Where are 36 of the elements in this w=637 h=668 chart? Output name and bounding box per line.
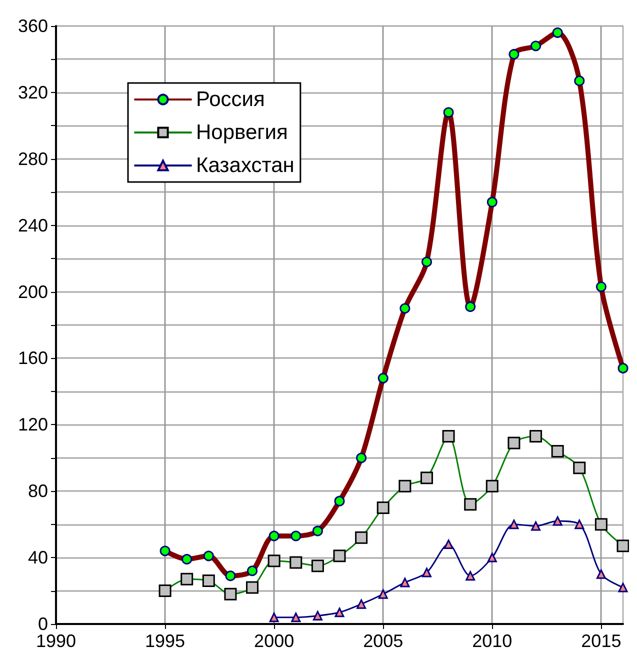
y-tick-label: 320 xyxy=(18,82,48,102)
y-tick-label: 40 xyxy=(28,548,48,568)
y-tick-label: 160 xyxy=(18,348,48,368)
y-tick-label: 360 xyxy=(18,16,48,36)
y-tick-label: 200 xyxy=(18,282,48,302)
point xyxy=(596,569,606,579)
point xyxy=(291,612,301,622)
point xyxy=(552,516,562,526)
y-tick-label: 80 xyxy=(28,481,48,502)
point xyxy=(618,582,628,592)
point xyxy=(444,540,454,550)
x-tick-label: 1995 xyxy=(145,631,186,651)
x-tick-label: 2005 xyxy=(363,631,404,651)
point xyxy=(574,520,584,530)
x-tick-label: 2010 xyxy=(472,631,512,651)
point xyxy=(312,610,322,620)
x-tick-label: 2015 xyxy=(581,631,622,651)
point xyxy=(269,612,279,622)
point xyxy=(487,552,497,562)
point xyxy=(378,589,388,599)
legend-label: Казахстан xyxy=(196,154,294,177)
x-tick-label: 2000 xyxy=(254,631,294,651)
y-tick-label: 0 xyxy=(38,614,48,634)
point xyxy=(356,599,366,609)
point xyxy=(400,578,410,588)
legend-label: Россия xyxy=(196,88,265,111)
point xyxy=(466,571,476,581)
y-tick-label: 240 xyxy=(18,215,48,236)
point xyxy=(509,520,519,530)
point xyxy=(422,568,432,578)
x-tick-label: 1990 xyxy=(36,631,76,651)
point xyxy=(531,521,541,531)
point xyxy=(334,608,344,618)
legend-label: Норвегия xyxy=(196,121,288,144)
y-tick-label: 120 xyxy=(18,414,48,435)
y-tick-label: 280 xyxy=(18,148,48,169)
